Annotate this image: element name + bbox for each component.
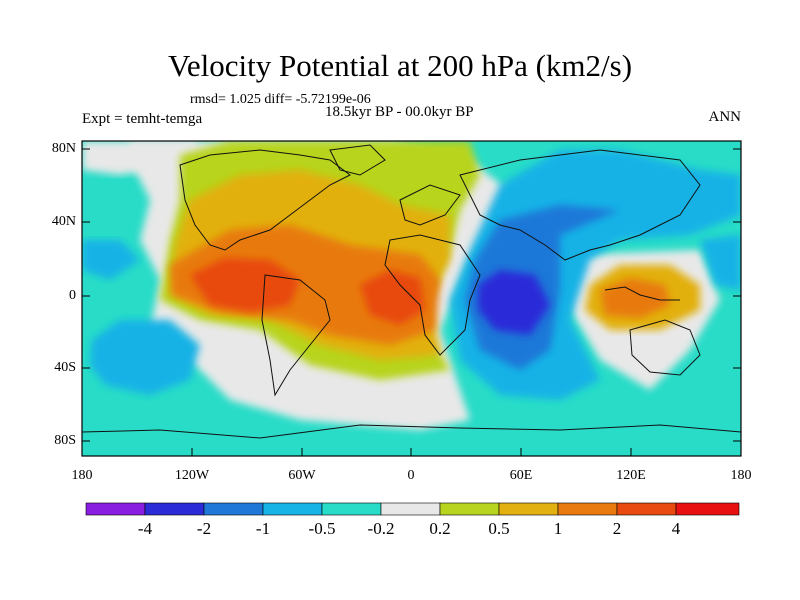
negative-fill-eastpacific — [700, 235, 741, 290]
coast-europe — [399, 184, 461, 226]
colorbar-swatch-3 — [203, 502, 264, 516]
colorbar-label: -0.2 — [367, 519, 395, 538]
colorbar-swatch-8 — [498, 502, 559, 516]
colorbar-swatch-11 — [675, 502, 740, 516]
lon-label-0: 0 — [407, 468, 415, 483]
colorbar-swatch-7 — [439, 502, 500, 516]
lon-label-60e: 60E — [509, 468, 533, 483]
period-text: 18.5kyr BP - 00.0kyr BP — [325, 104, 474, 120]
colorbar-label: -2 — [196, 519, 212, 538]
colorbar-label: 0.5 — [488, 519, 510, 538]
coast-africa — [384, 234, 481, 356]
negative-fill-pacific — [90, 320, 200, 395]
positive-fill-2 — [190, 258, 300, 312]
season-label: ANN — [708, 109, 742, 125]
coast-indonesia — [604, 286, 680, 301]
lon-label-180w: 180 — [71, 468, 93, 483]
negative-fill-2 — [478, 270, 550, 335]
experiment-label: Expt = temht-temga — [82, 111, 203, 127]
coast-antarctica — [82, 424, 741, 439]
colorbar-label: 1 — [553, 519, 563, 538]
lat-label-40s: 40S — [54, 360, 76, 375]
coast-greenland — [329, 144, 386, 176]
positive-fill-2-atlantic — [360, 270, 425, 325]
lat-label-80n: 80N — [51, 141, 76, 156]
neutral-band-north — [82, 141, 200, 175]
lat-label-80s: 80S — [54, 433, 76, 448]
coast-australia — [629, 319, 701, 376]
lon-label-180e: 180 — [730, 468, 752, 483]
stats-text: rmsd= 1.025 diff= -5.72199e-06 — [190, 92, 371, 107]
negative-fill-northpacific — [82, 240, 140, 280]
colorbar-label: -1 — [255, 519, 271, 538]
colorbar-label: 2 — [612, 519, 622, 538]
lon-label-120e: 120E — [616, 468, 646, 483]
lat-label-0: 0 — [69, 288, 76, 303]
coast-north-america — [179, 149, 351, 251]
coastlines — [82, 144, 741, 439]
colorbar-swatch-4 — [262, 502, 323, 516]
colorbar-label: 4 — [671, 519, 681, 538]
colorbar-swatch-6 — [380, 502, 441, 516]
lon-label-120w: 120W — [174, 468, 210, 483]
colorbar-swatch-1 — [85, 502, 146, 516]
coast-eurasia — [459, 149, 701, 261]
lon-label-60w: 60W — [288, 468, 316, 483]
colorbar-label: 0.2 — [429, 519, 451, 538]
contour-field — [82, 141, 741, 456]
colorbar — [85, 502, 740, 516]
axis-ticks — [82, 148, 741, 456]
colorbar-swatch-9 — [557, 502, 618, 516]
lat-label-40n: 40N — [51, 214, 76, 229]
colorbar-label: -0.5 — [308, 519, 336, 538]
colorbar-swatch-2 — [144, 502, 205, 516]
colorbar-swatch-5 — [321, 502, 382, 516]
colorbar-swatch-10 — [616, 502, 677, 516]
colorbar-label: -4 — [137, 519, 153, 538]
coast-south-america — [261, 274, 331, 397]
chart-title: Velocity Potential at 200 hPa (km2/s) — [167, 48, 633, 83]
